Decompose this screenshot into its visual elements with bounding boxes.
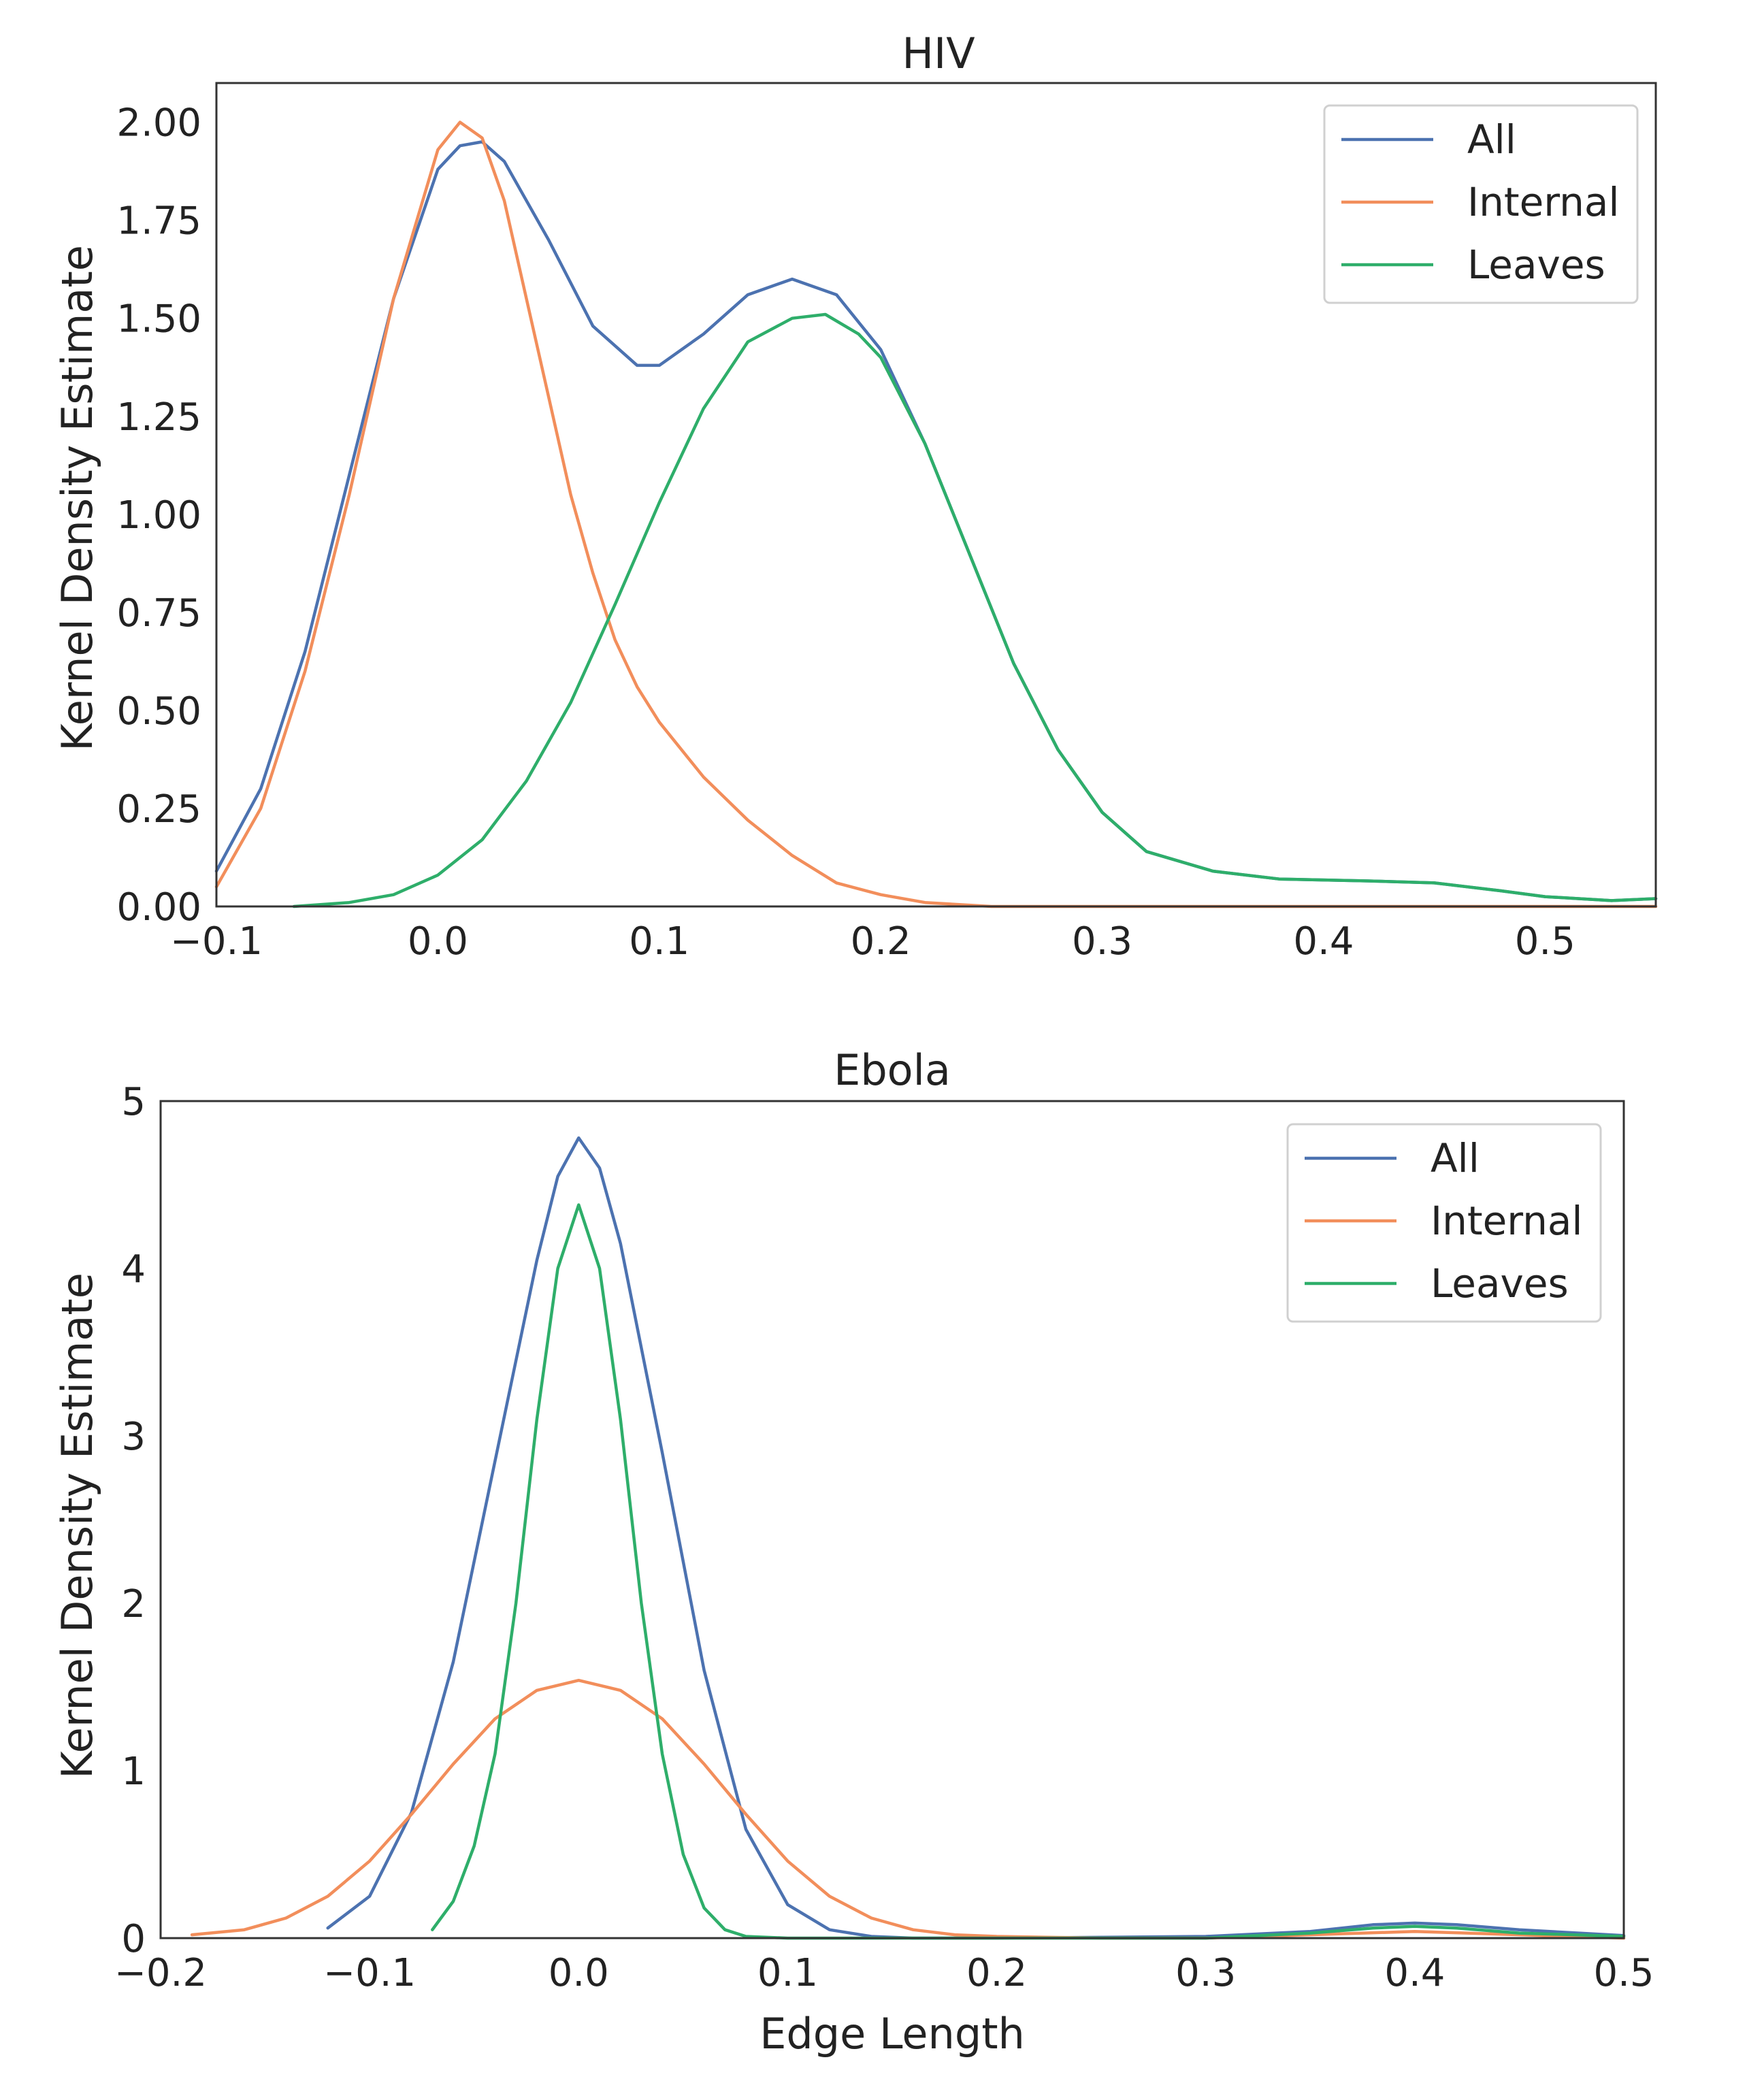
hiv-y-tick-label: 0.00 [116, 885, 201, 930]
ebola-y-tick-label: 0 [121, 1917, 146, 1961]
ebola-y-tick-label: 1 [121, 1750, 146, 1794]
ebola-y-axis-label: Kernel Density Estimate [52, 1273, 102, 1779]
hiv-plot-frame [215, 82, 1657, 908]
hiv-y-tick-label: 0.75 [116, 591, 201, 636]
ebola-curve-all [326, 1136, 1626, 1940]
hiv-curve-internal [214, 120, 1658, 908]
hiv-y-tick-label: 2.00 [116, 101, 201, 146]
ebola-x-tick-label: 0.5 [1593, 1951, 1654, 1995]
hiv-legend: All Internal Leaves [1323, 104, 1639, 304]
hiv-y-ticks: 0.00 0.25 0.50 0.75 1.00 1.25 1.50 1.75 2.00 [116, 101, 201, 930]
hiv-x-ticks: −0.1 0.0 0.1 0.2 0.3 0.4 0.5 [170, 919, 1575, 964]
hiv-curve-leaves [292, 312, 1658, 908]
hiv-curves [214, 120, 1658, 908]
ebola-x-tick-label: −0.1 [323, 1951, 416, 1995]
ebola-legend-label-internal: Internal [1431, 1198, 1583, 1244]
hiv-x-tick-label: 0.4 [1293, 919, 1354, 964]
hiv-x-tick-label: 0.3 [1072, 919, 1132, 964]
ebola-chart-title: Ebola [834, 1045, 951, 1095]
hiv-y-tick-label: 0.25 [116, 787, 201, 832]
ebola-chart-panel: Ebola Kernel Density Estimate Edge Lengt… [52, 1045, 1654, 2059]
hiv-y-axis-label: Kernel Density Estimate [52, 245, 102, 751]
ebola-x-tick-label: 0.2 [966, 1951, 1027, 1995]
hiv-chart-title: HIV [902, 29, 975, 78]
ebola-x-tick-label: −0.2 [114, 1951, 207, 1995]
hiv-y-tick-label: 1.75 [116, 199, 201, 244]
ebola-legend: All Internal Leaves [1286, 1123, 1602, 1323]
hiv-legend-label-leaves: Leaves [1467, 242, 1605, 288]
ebola-x-ticks: −0.2 −0.1 0.0 0.1 0.2 0.3 0.4 0.5 [114, 1951, 1654, 1995]
ebola-curve-leaves [431, 1203, 1626, 1940]
ebola-legend-box [1286, 1123, 1602, 1323]
ebola-x-tick-label: 0.1 [757, 1951, 818, 1995]
hiv-legend-label-internal: Internal [1467, 179, 1620, 225]
ebola-legend-label-all: All [1431, 1135, 1480, 1181]
hiv-legend-label-all: All [1467, 116, 1516, 163]
ebola-x-tick-label: 0.0 [549, 1951, 609, 1995]
hiv-x-tick-label: 0.1 [629, 919, 689, 964]
ebola-y-tick-label: 4 [121, 1247, 146, 1292]
ebola-x-tick-label: 0.4 [1384, 1951, 1445, 1995]
hiv-legend-box [1323, 104, 1639, 304]
hiv-x-tick-label: −0.1 [170, 919, 263, 964]
hiv-y-tick-label: 1.00 [116, 493, 201, 538]
ebola-x-axis-label: Edge Length [760, 2009, 1025, 2059]
hiv-y-tick-label: 1.25 [116, 395, 201, 440]
ebola-y-tick-label: 5 [121, 1080, 146, 1124]
hiv-x-tick-label: 0.2 [851, 919, 911, 964]
ebola-plot-frame [159, 1100, 1625, 1939]
hiv-y-tick-label: 0.50 [116, 689, 201, 734]
ebola-y-ticks: 0 1 2 3 4 5 [121, 1080, 146, 1961]
ebola-y-tick-label: 2 [121, 1582, 146, 1626]
ebola-y-tick-label: 3 [121, 1415, 146, 1459]
hiv-chart-panel: HIV Kernel Density Estimate 0.000.250.50… [52, 29, 1658, 964]
hiv-x-tick-label: 0.5 [1515, 919, 1575, 964]
ebola-legend-label-leaves: Leaves [1431, 1260, 1569, 1307]
hiv-x-tick-label: 0.0 [408, 919, 468, 964]
hiv-y-tick-label: 1.50 [116, 297, 201, 342]
ebola-x-tick-label: 0.3 [1175, 1951, 1236, 1995]
